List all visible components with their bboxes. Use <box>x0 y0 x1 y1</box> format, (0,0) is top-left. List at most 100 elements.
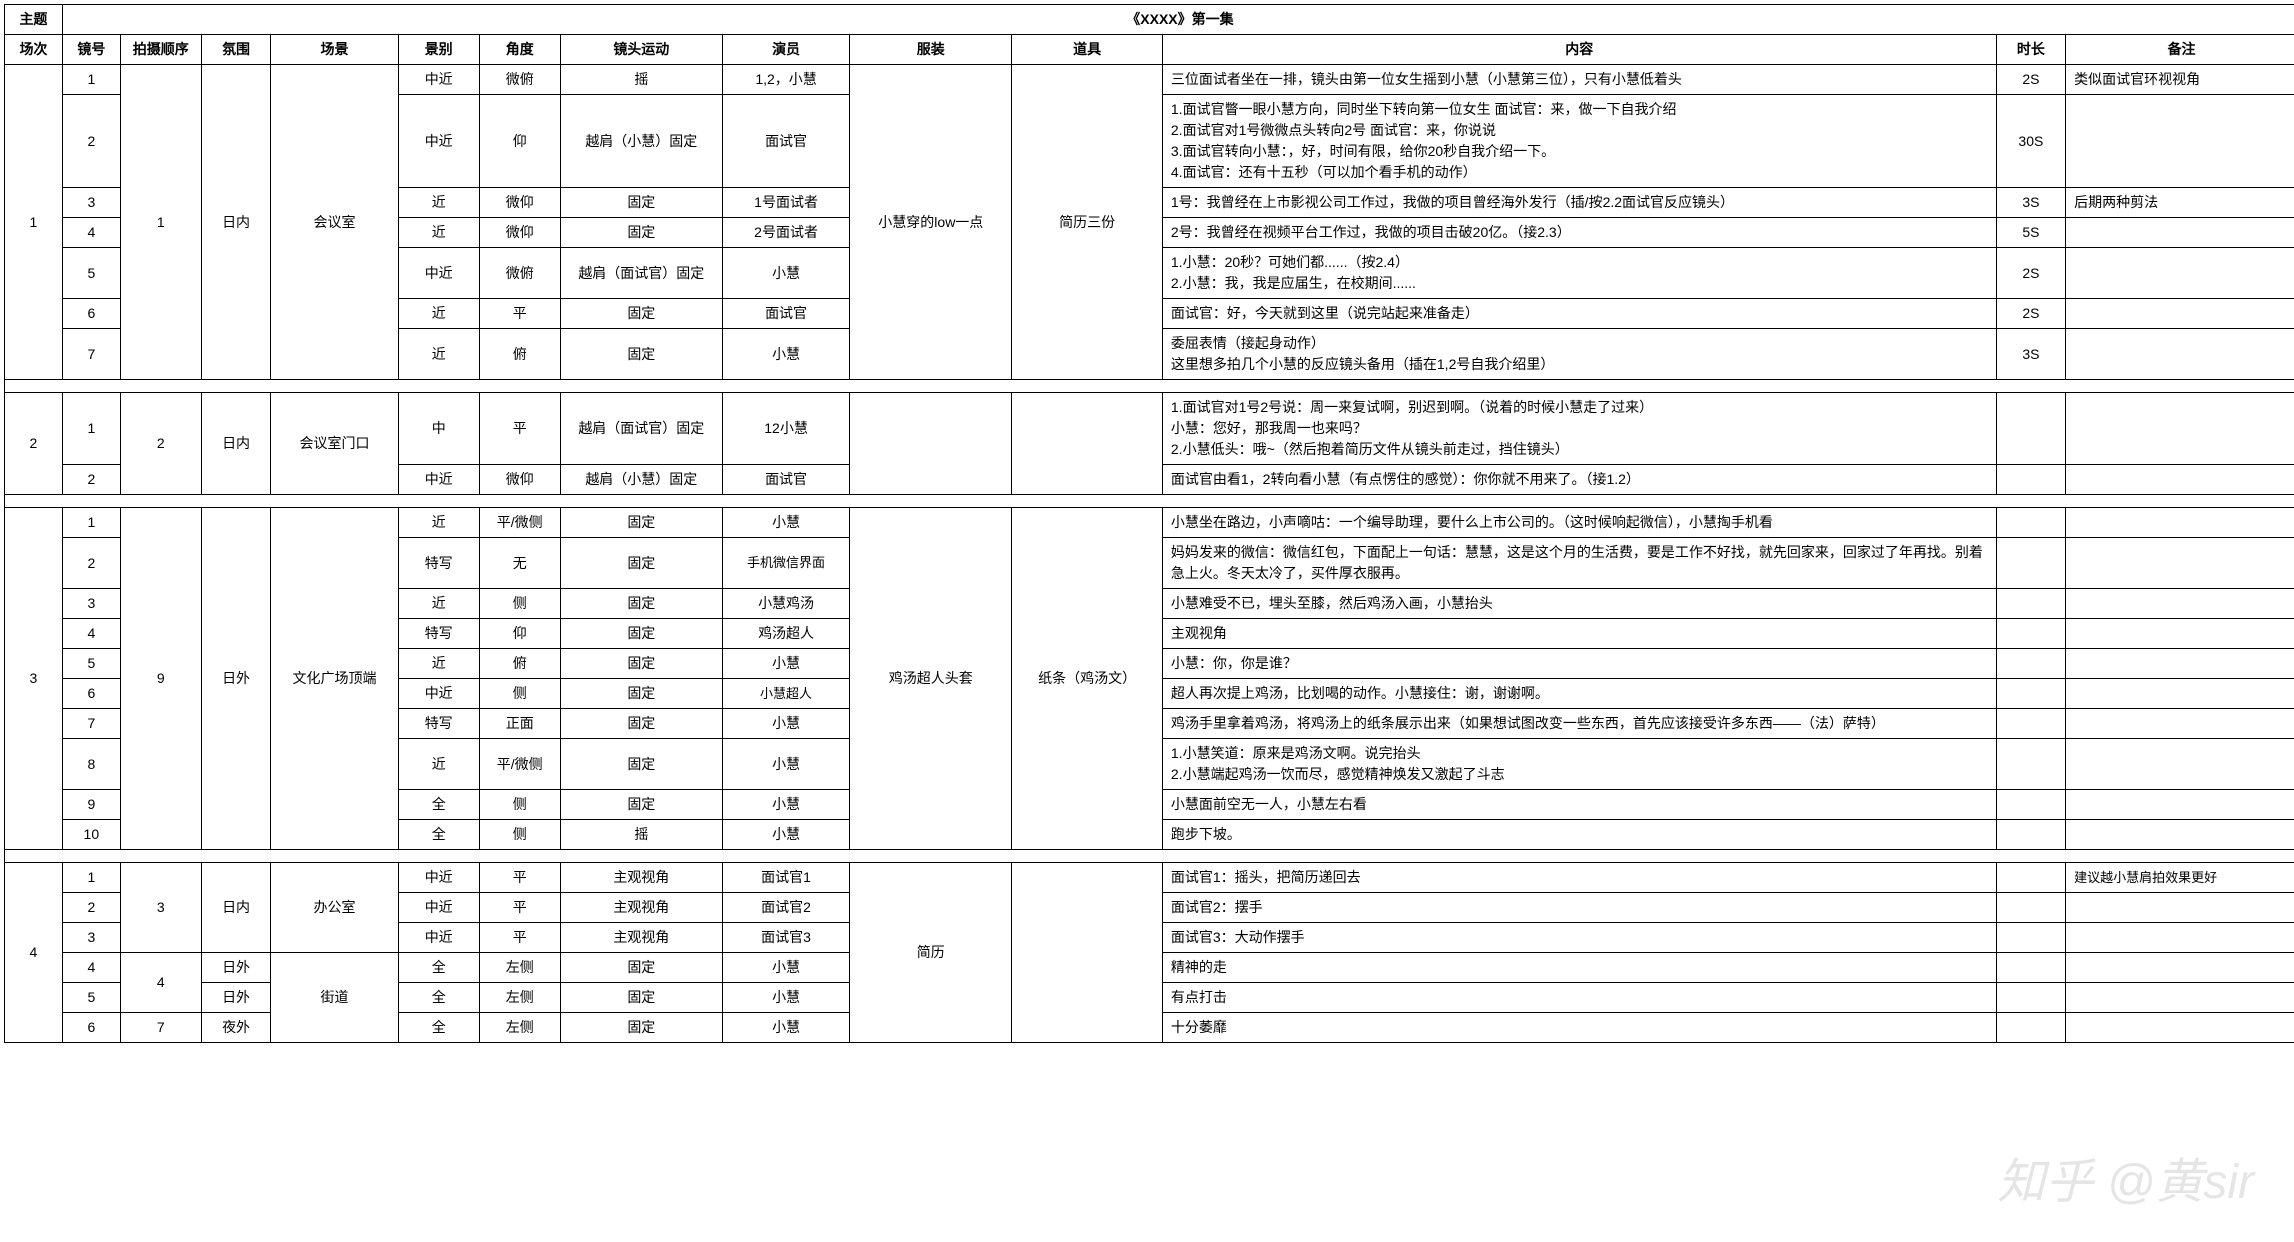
h-actor: 演员 <box>722 35 849 65</box>
costume: 简历 <box>850 863 1012 1043</box>
dur <box>1996 508 2065 538</box>
angle: 平 <box>479 863 560 893</box>
actor: 小慧超人 <box>722 679 849 709</box>
dur <box>1996 953 2065 983</box>
order: 2 <box>120 393 201 495</box>
gap-row <box>5 495 2294 508</box>
scene-no: 4 <box>5 863 63 1043</box>
loc: 文化广场顶端 <box>271 508 398 850</box>
table-row: 4 1 3 日内 办公室 中近 平 主观视角 面试官1 简历 面试官1：摇头，把… <box>5 863 2294 893</box>
scene-no: 1 <box>5 65 63 380</box>
angle: 侧 <box>479 679 560 709</box>
gap-row <box>5 380 2294 393</box>
move: 固定 <box>560 790 722 820</box>
remark <box>2066 649 2294 679</box>
dur <box>1996 649 2065 679</box>
shot-no: 1 <box>62 65 120 95</box>
atmo: 夜外 <box>201 1013 270 1043</box>
content: 2号：我曾经在视频平台工作过，我做的项目击破20亿。（接2.3） <box>1162 218 1996 248</box>
move: 固定 <box>560 619 722 649</box>
actor: 小慧鸡汤 <box>722 589 849 619</box>
size: 中近 <box>398 248 479 299</box>
content: 精神的走 <box>1162 953 1996 983</box>
loc: 街道 <box>271 953 398 1043</box>
angle: 侧 <box>479 820 560 850</box>
content: 小慧：你，你是谁？ <box>1162 649 1996 679</box>
move: 主观视角 <box>560 893 722 923</box>
shot-no: 4 <box>62 218 120 248</box>
dur <box>1996 709 2065 739</box>
dur: 30S <box>1996 95 2065 188</box>
shot-no: 1 <box>62 508 120 538</box>
size: 特写 <box>398 619 479 649</box>
size: 中近 <box>398 893 479 923</box>
remark <box>2066 983 2294 1013</box>
title-row: 主题 《XXXX》第一集 <box>5 5 2294 35</box>
angle: 平/微侧 <box>479 508 560 538</box>
remark: 类似面试官环视视角 <box>2066 65 2294 95</box>
move: 固定 <box>560 983 722 1013</box>
shot-no: 4 <box>62 619 120 649</box>
angle: 侧 <box>479 790 560 820</box>
angle: 微俯 <box>479 248 560 299</box>
dur <box>1996 393 2065 465</box>
shot-no: 9 <box>62 790 120 820</box>
remark <box>2066 393 2294 465</box>
actor: 小慧 <box>722 790 849 820</box>
shot-no: 2 <box>62 893 120 923</box>
size: 特写 <box>398 709 479 739</box>
shot-no: 3 <box>62 188 120 218</box>
move: 固定 <box>560 589 722 619</box>
dur <box>1996 820 2065 850</box>
content: 妈妈发来的微信：微信红包，下面配上一句话：慧慧，这是这个月的生活费，要是工作不好… <box>1162 538 1996 589</box>
size: 中近 <box>398 95 479 188</box>
angle: 平 <box>479 393 560 465</box>
size: 全 <box>398 820 479 850</box>
content: 面试官由看1，2转向看小慧（有点愣住的感觉）：你你就不用来了。（接1.2） <box>1162 465 1996 495</box>
order: 4 <box>120 953 201 1013</box>
scene-no: 2 <box>5 393 63 495</box>
atmo: 日内 <box>201 65 270 380</box>
shot-no: 1 <box>62 863 120 893</box>
content: 1.面试官对1号2号说：周一来复试啊，别迟到啊。（说着的时候小慧走了过来） 小慧… <box>1162 393 1996 465</box>
move: 摇 <box>560 820 722 850</box>
loc: 会议室 <box>271 65 398 380</box>
remark <box>2066 589 2294 619</box>
shot-no: 8 <box>62 739 120 790</box>
angle: 侧 <box>479 589 560 619</box>
content: 1.小慧：20秒？可她们都......（按2.4） 2.小慧：我，我是应届生，在… <box>1162 248 1996 299</box>
actor: 小慧 <box>722 329 849 380</box>
table-row: 2 1 2 日内 会议室门口 中 平 越肩（面试官）固定 12小慧 1.面试官对… <box>5 393 2294 465</box>
loc: 办公室 <box>271 863 398 953</box>
remark <box>2066 299 2294 329</box>
angle: 俯 <box>479 649 560 679</box>
actor: 面试官3 <box>722 923 849 953</box>
angle: 微仰 <box>479 465 560 495</box>
shot-no: 2 <box>62 465 120 495</box>
size: 近 <box>398 508 479 538</box>
order: 1 <box>120 65 201 380</box>
watermark: 知乎 @黄sir <box>1997 1142 2254 1212</box>
costume <box>850 393 1012 495</box>
shot-no: 1 <box>62 393 120 465</box>
remark <box>2066 820 2294 850</box>
content: 面试官1：摇头，把简历递回去 <box>1162 863 1996 893</box>
h-size: 景别 <box>398 35 479 65</box>
remark <box>2066 619 2294 649</box>
move: 越肩（小慧）固定 <box>560 95 722 188</box>
actor: 1,2，小慧 <box>722 65 849 95</box>
size: 近 <box>398 589 479 619</box>
dur <box>1996 739 2065 790</box>
dur: 2S <box>1996 248 2065 299</box>
angle: 平 <box>479 923 560 953</box>
h-scene: 场次 <box>5 35 63 65</box>
move: 固定 <box>560 538 722 589</box>
actor: 12小慧 <box>722 393 849 465</box>
actor: 小慧 <box>722 508 849 538</box>
atmo: 日外 <box>201 953 270 983</box>
order: 3 <box>120 863 201 953</box>
dur <box>1996 538 2065 589</box>
move: 摇 <box>560 65 722 95</box>
remark <box>2066 739 2294 790</box>
angle: 左侧 <box>479 983 560 1013</box>
